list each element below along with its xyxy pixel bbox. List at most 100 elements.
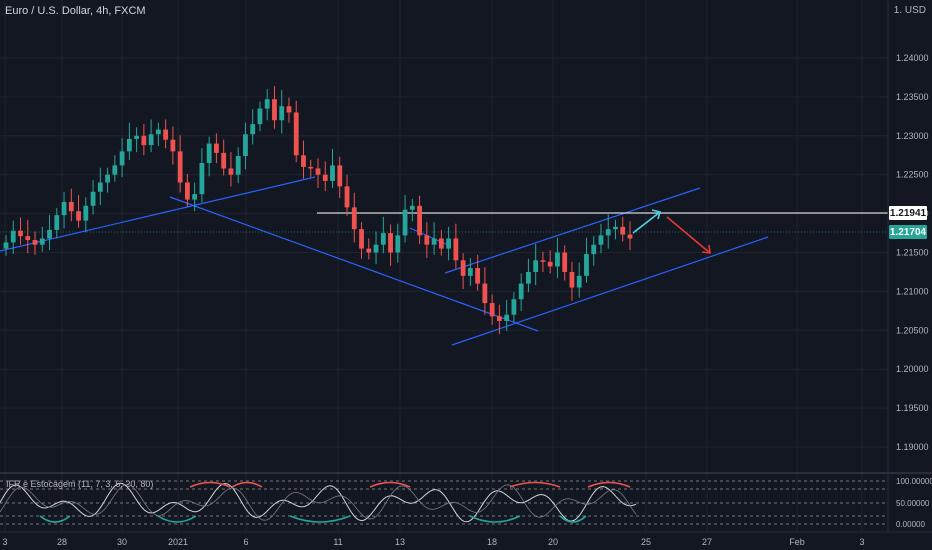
candle-body <box>576 275 582 288</box>
candle-body <box>540 260 546 262</box>
price-label: 1.21000 <box>896 286 929 296</box>
indicator-title[interactable]: IFR e Estocagem (11, 7, 3, 6, 20, 80) <box>6 479 154 489</box>
candle-body <box>18 230 23 237</box>
candles <box>3 86 633 335</box>
candle-body <box>380 233 386 245</box>
indicator-pane[interactable]: 100.00000 50.00000 0.00000 <box>0 477 932 529</box>
candle-body <box>533 260 539 272</box>
candle-body <box>569 271 575 288</box>
candle-body <box>627 234 633 239</box>
candle-body <box>170 139 176 152</box>
overbought-segment <box>587 481 631 488</box>
time-label: 6 <box>243 537 248 547</box>
price-label: 1.21500 <box>896 248 929 258</box>
oversold-segment <box>39 515 71 523</box>
currency-label[interactable]: 1. USD <box>893 5 926 16</box>
candle-body <box>112 165 118 175</box>
oversold-segment <box>559 515 587 523</box>
candle-body <box>184 182 190 200</box>
time-label: 30 <box>117 537 127 547</box>
price-label: 1.24000 <box>896 53 929 63</box>
time-label: 11 <box>333 537 342 547</box>
candle-body <box>25 236 31 241</box>
candle-body <box>460 260 466 276</box>
candle-body <box>417 205 422 236</box>
candle-body <box>584 254 589 276</box>
projection-arrows[interactable] <box>632 209 711 254</box>
candle-body <box>206 143 212 164</box>
arrow-down-projection[interactable] <box>666 216 711 254</box>
channel-upper[interactable] <box>444 187 701 274</box>
indicator-label: 0.00000 <box>896 520 925 529</box>
candle-body <box>192 194 198 200</box>
time-label: 18 <box>487 537 497 547</box>
price-label: 1.19500 <box>896 403 929 413</box>
candle-body <box>235 156 241 175</box>
last-price-tag: 1.21704 <box>889 225 927 239</box>
price-label: 1.20500 <box>896 325 929 335</box>
overbought-segment <box>369 481 411 488</box>
candle-body <box>562 252 568 272</box>
candle-body <box>83 205 89 221</box>
time-label: 25 <box>641 537 651 547</box>
candle-body <box>286 106 292 113</box>
candle-body <box>373 244 379 253</box>
candle-body <box>526 271 531 284</box>
overbought-segment <box>189 481 231 488</box>
candle-body <box>395 235 401 253</box>
candle-body <box>47 229 52 239</box>
candle-body <box>453 238 459 261</box>
candle-body <box>148 134 154 146</box>
candle-body <box>119 151 125 166</box>
candle-body <box>467 268 473 276</box>
channel-lower[interactable] <box>451 236 769 346</box>
price-label: 1.23000 <box>896 131 929 141</box>
candle-body <box>279 106 285 121</box>
indicator-label: 50.00000 <box>896 499 930 508</box>
candle-body <box>32 240 38 245</box>
arrow-up-projection[interactable] <box>632 211 661 234</box>
trendlines[interactable] <box>0 176 769 346</box>
candle-body <box>250 124 256 135</box>
candle-body <box>39 238 45 245</box>
candle-body <box>3 242 9 249</box>
symbol-title[interactable]: Euro / U.S. Dollar, 4h, FXCM <box>5 5 146 17</box>
time-axis[interactable]: 3 28 30 2021 6 11 13 18 20 25 27 Feb 3 <box>2 537 864 547</box>
candle-body <box>163 129 169 140</box>
candle-body <box>388 233 393 253</box>
time-label: 27 <box>702 537 712 547</box>
trendline-lower-left[interactable] <box>0 176 316 252</box>
candle-body <box>105 174 110 183</box>
price-axis[interactable]: 1.240001.235001.230001.225001.220001.215… <box>896 53 929 452</box>
price-label: 1.23500 <box>896 92 929 102</box>
candle-body <box>489 303 495 317</box>
candle-body <box>272 99 277 121</box>
candle-body <box>547 261 553 267</box>
candle-body <box>315 168 321 175</box>
candle-body <box>511 299 517 315</box>
price-label: 1.22500 <box>896 170 929 180</box>
candle-body <box>257 108 263 125</box>
candle-body <box>243 134 248 157</box>
candle-body <box>620 226 626 235</box>
oversold-segment <box>469 515 521 523</box>
oversold-segment <box>157 515 197 523</box>
candle-body <box>61 201 67 216</box>
candle-body <box>76 211 81 221</box>
time-label: Feb <box>789 537 805 547</box>
candle-body <box>555 252 560 267</box>
candle-body <box>409 205 415 210</box>
candle-body <box>337 165 343 187</box>
candle-body <box>446 238 452 249</box>
time-label: 28 <box>57 537 67 547</box>
trendline-descending[interactable] <box>169 196 539 332</box>
candle-body <box>344 186 350 208</box>
overbought-segment <box>509 481 561 488</box>
candle-body <box>308 166 314 169</box>
candle-body <box>155 129 161 135</box>
stochastic-k-line <box>0 482 637 523</box>
candle-body <box>482 283 488 304</box>
price-label: 1.19000 <box>896 442 929 452</box>
candle-body <box>54 215 60 230</box>
